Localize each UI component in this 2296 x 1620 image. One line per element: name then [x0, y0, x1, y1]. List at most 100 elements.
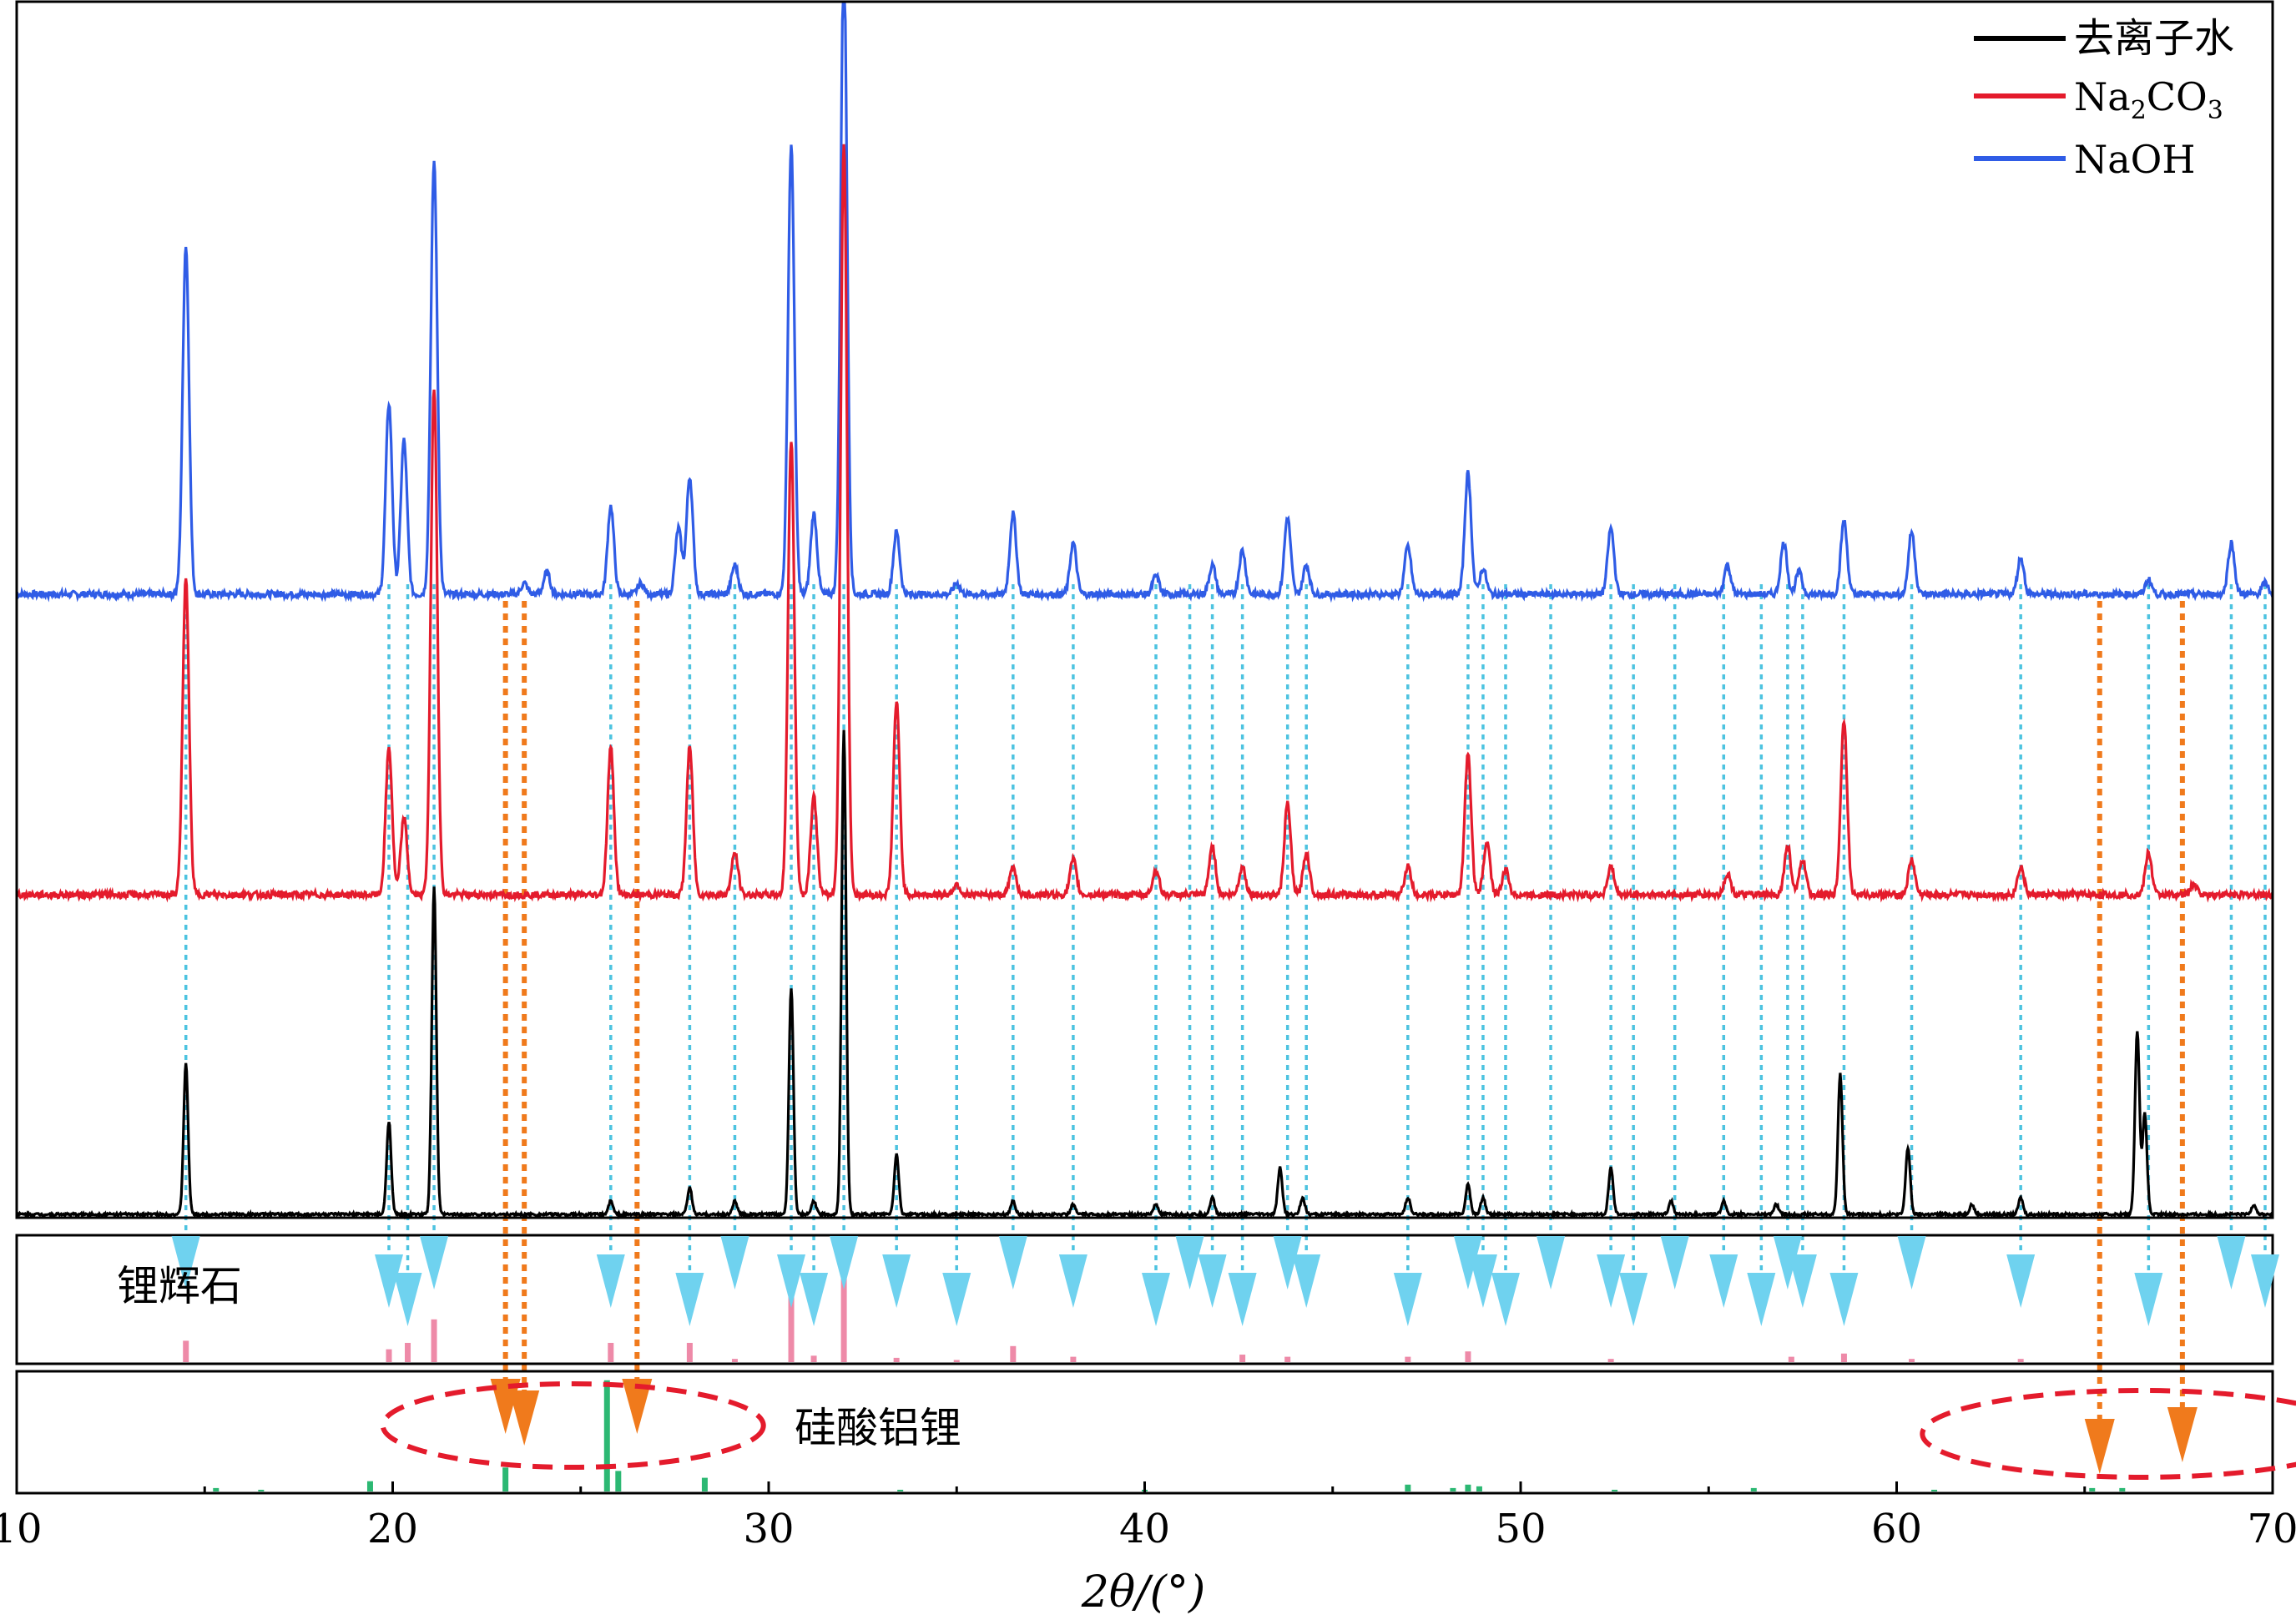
peak-marker-triangle [2134, 1273, 2163, 1326]
reference-line-lithium-aluminosilicate [1405, 1484, 1411, 1491]
reference-line-spodumene [810, 1355, 817, 1362]
reference-line-spodumene [840, 1271, 847, 1362]
reference-line-spodumene [405, 1342, 411, 1362]
reference-line-spodumene [1405, 1356, 1411, 1362]
peak-marker-triangle [1273, 1236, 1302, 1289]
peak-marker-triangle [596, 1254, 625, 1308]
peak-marker-triangle [800, 1273, 829, 1326]
peak-marker-triangle [2250, 1254, 2279, 1308]
peak-marker-orange [509, 1390, 540, 1446]
reference-line-lithium-aluminosilicate [258, 1489, 265, 1491]
peak-marker-triangle [2006, 1254, 2036, 1308]
peak-marker-triangle [1897, 1236, 1926, 1289]
peak-marker-triangle [1058, 1254, 1087, 1308]
reference-line-spodumene [2017, 1359, 2024, 1362]
reference-panel-1-frame [15, 1234, 2274, 1365]
peak-marker-triangle [1773, 1236, 1802, 1289]
legend-label-naoh: NaOH [2074, 137, 2196, 182]
x-tick-label: 50 [1495, 1506, 1546, 1552]
reference-line-lithium-aluminosilicate [1931, 1489, 1938, 1491]
peak-marker-triangle [2217, 1236, 2246, 1289]
peak-marker-triangle [1491, 1273, 1520, 1326]
peak-marker-triangle [720, 1236, 749, 1289]
reference-line-spodumene [431, 1319, 437, 1362]
reference-line-lithium-aluminosilicate [502, 1467, 509, 1491]
peak-marker-triangle [393, 1273, 422, 1326]
reference-line-spodumene [386, 1349, 392, 1362]
x-tick-label: 20 [367, 1506, 418, 1552]
highlight-ellipse-right [1920, 1388, 2296, 1480]
reference-line-lithium-aluminosilicate [2119, 1487, 2126, 1491]
reference-line-spodumene [953, 1360, 960, 1362]
reference-line-spodumene [1788, 1356, 1794, 1362]
series-line-1 [16, 144, 2273, 903]
reference-line-lithium-aluminosilicate [1476, 1486, 1482, 1491]
x-tick-label: 60 [1871, 1506, 1922, 1552]
peak-marker-triangle [420, 1236, 449, 1289]
reference-line-lithium-aluminosilicate [701, 1477, 708, 1491]
reference-line-spodumene [1239, 1355, 1246, 1362]
highlight-ellipse-left [380, 1381, 766, 1470]
peak-marker-triangle [1175, 1236, 1204, 1289]
xrd-curves [16, 1, 2274, 1220]
reference-line-spodumene [1840, 1353, 1847, 1362]
x-tick-label: 10 [0, 1506, 43, 1552]
peak-marker-triangle [942, 1273, 971, 1326]
peak-marker-triangle [171, 1236, 200, 1289]
peak-marker-triangle [1597, 1254, 1626, 1308]
reference-line-spodumene [1010, 1345, 1017, 1362]
x-axis: 10 20 30 40 50 60 70 [0, 1481, 2296, 1552]
main-plot-frame [15, 0, 2274, 1219]
reference-panel-2-label: 硅酸铝锂 [795, 1404, 961, 1452]
peak-marker-triangle [1142, 1273, 1171, 1326]
reference-panel-2-frame [15, 1370, 2274, 1495]
legend-label-na2co3: Na2CO3 [2074, 74, 2223, 125]
x-tick-label: 30 [743, 1506, 794, 1552]
peak-marker-triangle [1393, 1273, 1422, 1326]
peak-marker-triangle [777, 1254, 806, 1308]
x-axis-label: 2θ/(°) [1081, 1567, 1205, 1617]
x-tick-label: 40 [1119, 1506, 1170, 1552]
reference-line-spodumene [608, 1342, 614, 1362]
reference-lines [183, 1265, 2126, 1491]
peak-marker-triangle [1292, 1254, 1321, 1308]
reference-line-lithium-aluminosilicate [897, 1489, 904, 1491]
reference-line-lithium-aluminosilicate [1612, 1489, 1618, 1491]
reference-line-lithium-aluminosilicate [603, 1380, 610, 1491]
reference-line-lithium-aluminosilicate [615, 1471, 622, 1491]
peak-marker-triangle [1660, 1236, 1689, 1289]
reference-line-spodumene [183, 1340, 189, 1362]
reference-line-spodumene [1465, 1351, 1471, 1362]
peak-markers [171, 1236, 2279, 1474]
peak-marker-triangle [882, 1254, 911, 1308]
peak-marker-triangle [1619, 1273, 1648, 1326]
peak-marker-triangle [1228, 1273, 1257, 1326]
peak-marker-triangle [1829, 1273, 1859, 1326]
peak-marker-triangle [1747, 1273, 1776, 1326]
peak-marker-triangle [1709, 1254, 1738, 1308]
reference-line-spodumene [893, 1357, 900, 1362]
reference-line-spodumene [1284, 1356, 1291, 1362]
peak-marker-triangle [998, 1236, 1027, 1289]
peak-marker-triangle [1537, 1236, 1566, 1289]
reference-line-lithium-aluminosilicate [2089, 1487, 2096, 1491]
peak-marker-triangle [374, 1254, 403, 1308]
reference-line-spodumene [1909, 1359, 1915, 1362]
reference-line-lithium-aluminosilicate [366, 1481, 373, 1491]
reference-line-spodumene [686, 1342, 693, 1362]
peak-marker-triangle [1788, 1254, 1817, 1308]
peak-marker-triangle [1468, 1254, 1497, 1308]
reference-line-lithium-aluminosilicate [1465, 1484, 1471, 1491]
series-line-0 [16, 1, 2274, 603]
reference-line-spodumene [1070, 1356, 1077, 1362]
peak-marker-orange [622, 1379, 653, 1434]
guide-lines [184, 584, 2267, 1424]
reference-line-spodumene [1607, 1359, 1614, 1362]
legend: 去离子水 Na2CO3 NaOH [1974, 15, 2234, 182]
reference-line-lithium-aluminosilicate [1750, 1487, 1757, 1491]
reference-line-spodumene [731, 1359, 738, 1362]
peak-marker-triangle [1453, 1236, 1482, 1289]
reference-line-lithium-aluminosilicate [1450, 1487, 1456, 1491]
legend-label-water: 去离子水 [2074, 15, 2234, 62]
